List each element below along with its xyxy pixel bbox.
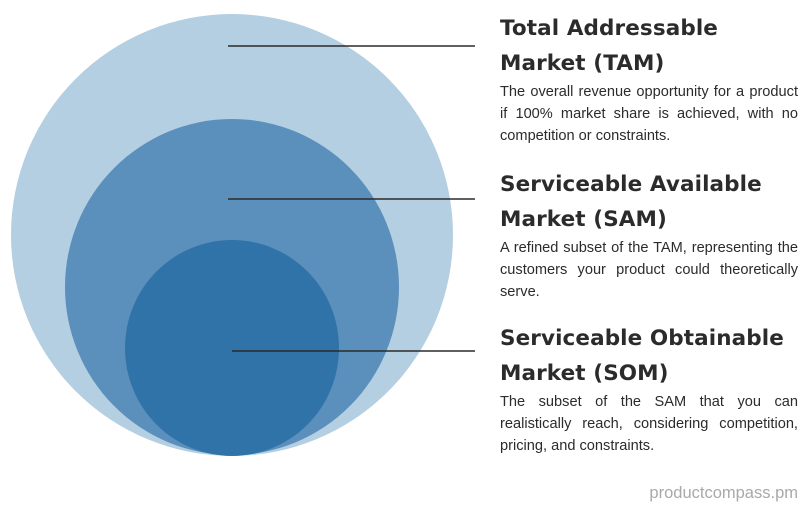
watermark: productcompass.pm	[649, 484, 798, 502]
sam-text-block: Serviceable Available Market (SAM) A ref…	[500, 167, 798, 303]
sam-title: Serviceable Available Market (SAM)	[500, 167, 798, 237]
tam-text-block: Total Addressable Market (TAM) The overa…	[500, 11, 798, 147]
sam-title-line-2: Market (SAM)	[500, 207, 667, 232]
tam-description: The overall revenue opportunity for a pr…	[500, 84, 798, 144]
tam-title-line-1: Total Addressable	[500, 16, 718, 41]
sam-description: A refined subset of the TAM, representin…	[500, 240, 798, 300]
som-circle	[125, 240, 339, 456]
sam-title-line-1: Serviceable Available	[500, 172, 762, 197]
som-title-line-2: Market (SOM)	[500, 361, 669, 386]
tam-title-line-2: Market (TAM)	[500, 51, 665, 76]
som-title-line-1: Serviceable Obtainable	[500, 326, 784, 351]
tam-title: Total Addressable Market (TAM)	[500, 11, 798, 81]
som-description: The subset of the SAM that you can reali…	[500, 394, 798, 454]
som-title: Serviceable Obtainable Market (SOM)	[500, 321, 798, 391]
som-text-block: Serviceable Obtainable Market (SOM) The …	[500, 321, 798, 457]
